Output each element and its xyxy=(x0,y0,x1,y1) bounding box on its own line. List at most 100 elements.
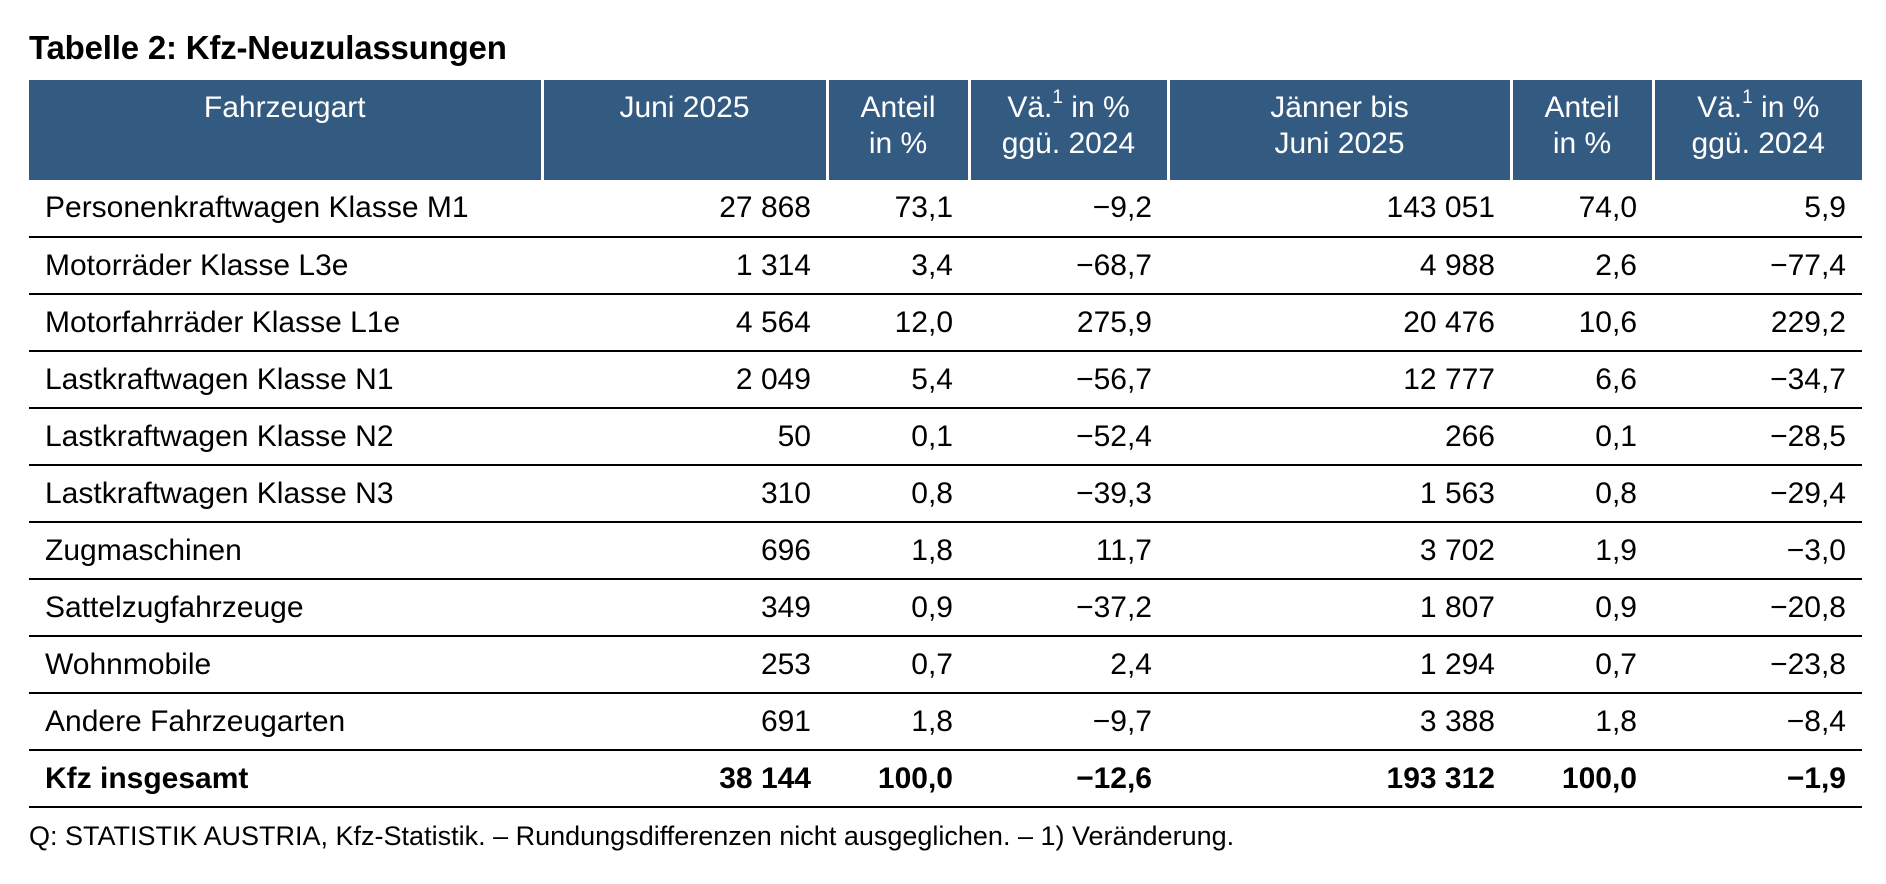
cell-share-ytd: 10,6 xyxy=(1511,294,1653,352)
cell-month: 310 xyxy=(542,465,827,523)
cell-month: 4 564 xyxy=(542,294,827,352)
cell-change: 2,4 xyxy=(969,636,1168,694)
cell-change-ytd: −34,7 xyxy=(1653,351,1862,409)
table-row: Lastkraftwagen Klasse N2 50 0,1 −52,4 26… xyxy=(29,408,1862,466)
header-label: ggü. 2024 xyxy=(1001,127,1136,160)
cell-month: 50 xyxy=(542,408,827,466)
cell-share: 0,7 xyxy=(827,636,969,694)
table-row: Andere Fahrzeugarten 691 1,8 −9,7 3 388 … xyxy=(29,693,1862,751)
cell-change: −9,2 xyxy=(969,180,1168,238)
header-label: in % xyxy=(1752,91,1820,124)
cell-ytd: 3 702 xyxy=(1168,522,1511,580)
table-row: Lastkraftwagen Klasse N3 310 0,8 −39,3 1… xyxy=(29,465,1862,523)
cell-change-ytd: −29,4 xyxy=(1653,465,1862,523)
header-label: Juni 2025 xyxy=(1274,127,1405,160)
cell-share: 73,1 xyxy=(827,180,969,238)
table-row: Motorräder Klasse L3e 1 314 3,4 −68,7 4 … xyxy=(29,237,1862,295)
cell-share-ytd: 6,6 xyxy=(1511,351,1653,409)
header-share: Anteil in % xyxy=(825,80,969,180)
cell-share: 12,0 xyxy=(827,294,969,352)
cell-change-ytd: 5,9 xyxy=(1653,180,1862,238)
header-label: Vä. xyxy=(1007,91,1053,124)
header-change: Vä.1 in % ggü. 2024 xyxy=(967,80,1168,180)
table-row: Wohnmobile 253 0,7 2,4 1 294 0,7 −23,8 xyxy=(29,636,1862,694)
total-change: −12,6 xyxy=(969,750,1168,808)
total-change-ytd: −1,9 xyxy=(1653,750,1862,808)
cell-ytd: 1 807 xyxy=(1168,579,1511,637)
header-row: Fahrzeugart Juni 2025 Anteil in % Vä.1 i… xyxy=(29,80,1862,180)
cell-ytd: 1 563 xyxy=(1168,465,1511,523)
cell-ytd: 20 476 xyxy=(1168,294,1511,352)
footnote-marker: 1 xyxy=(1052,87,1063,108)
cell-month: 691 xyxy=(542,693,827,751)
row-label: Personenkraftwagen Klasse M1 xyxy=(29,180,542,238)
cell-share: 0,1 xyxy=(827,408,969,466)
cell-ytd: 12 777 xyxy=(1168,351,1511,409)
cell-month: 253 xyxy=(542,636,827,694)
header-share-ytd: Anteil in % xyxy=(1509,80,1653,180)
cell-share-ytd: 0,7 xyxy=(1511,636,1653,694)
header-label-line-1: Vä.1 in % xyxy=(979,87,1159,126)
cell-share-ytd: 0,9 xyxy=(1511,579,1653,637)
header-label: Fahrzeugart xyxy=(203,91,366,124)
table-title: Tabelle 2: Kfz-Neuzulassungen xyxy=(29,29,507,66)
table-row: Zugmaschinen 696 1,8 11,7 3 702 1,9 −3,0 xyxy=(29,522,1862,580)
table-row: Motorfahrräder Klasse L1e 4 564 12,0 275… xyxy=(29,294,1862,352)
cell-share-ytd: 74,0 xyxy=(1511,180,1653,238)
cell-ytd: 1 294 xyxy=(1168,636,1511,694)
row-label: Zugmaschinen xyxy=(29,522,542,580)
cell-share: 1,8 xyxy=(827,693,969,751)
cell-share-ytd: 0,8 xyxy=(1511,465,1653,523)
total-row: Kfz insgesamt 38 144 100,0 −12,6 193 312… xyxy=(29,750,1862,808)
header-label: in % xyxy=(1552,127,1612,160)
header-label: Jänner bis xyxy=(1270,91,1409,124)
row-label: Andere Fahrzeugarten xyxy=(29,693,542,751)
cell-change: 275,9 xyxy=(969,294,1168,352)
header-label: Vä. xyxy=(1697,91,1743,124)
header-vehicle-type: Fahrzeugart xyxy=(29,80,542,180)
header-label: ggü. 2024 xyxy=(1691,127,1825,160)
cell-share-ytd: 1,8 xyxy=(1511,693,1653,751)
total-share-ytd: 100,0 xyxy=(1511,750,1653,808)
cell-change-ytd: −28,5 xyxy=(1653,408,1862,466)
row-label: Sattelzugfahrzeuge xyxy=(29,579,542,637)
header-label: Juni 2025 xyxy=(619,91,750,124)
cell-month: 349 xyxy=(542,579,827,637)
header-change-ytd: Vä.1 in % ggü. 2024 xyxy=(1651,80,1862,180)
total-label: Kfz insgesamt xyxy=(29,750,542,808)
header-month: Juni 2025 xyxy=(540,80,827,180)
header-label: Anteil xyxy=(860,91,936,124)
header-ytd: Jänner bis Juni 2025 xyxy=(1166,80,1511,180)
header-label-line-1: Vä.1 in % xyxy=(1663,87,1855,126)
footnote-marker: 1 xyxy=(1742,87,1753,108)
cell-change-ytd: 229,2 xyxy=(1653,294,1862,352)
table-row: Personenkraftwagen Klasse M1 27 868 73,1… xyxy=(29,180,1862,238)
cell-month: 27 868 xyxy=(542,180,827,238)
total-month: 38 144 xyxy=(542,750,827,808)
cell-ytd: 266 xyxy=(1168,408,1511,466)
header-label: in % xyxy=(868,127,928,160)
cell-share-ytd: 0,1 xyxy=(1511,408,1653,466)
cell-ytd: 3 388 xyxy=(1168,693,1511,751)
cell-share-ytd: 2,6 xyxy=(1511,237,1653,295)
source-footnote: Q: STATISTIK AUSTRIA, Kfz-Statistik. – R… xyxy=(29,821,1235,851)
cell-change-ytd: −23,8 xyxy=(1653,636,1862,694)
cell-change: −39,3 xyxy=(969,465,1168,523)
table-row: Sattelzugfahrzeuge 349 0,9 −37,2 1 807 0… xyxy=(29,579,1862,637)
cell-share: 3,4 xyxy=(827,237,969,295)
cell-change: −52,4 xyxy=(969,408,1168,466)
cell-month: 696 xyxy=(542,522,827,580)
row-label: Lastkraftwagen Klasse N1 xyxy=(29,351,542,409)
cell-change: −37,2 xyxy=(969,579,1168,637)
cell-share: 0,9 xyxy=(827,579,969,637)
row-label: Wohnmobile xyxy=(29,636,542,694)
cell-change: −56,7 xyxy=(969,351,1168,409)
cell-share: 5,4 xyxy=(827,351,969,409)
cell-change-ytd: −77,4 xyxy=(1653,237,1862,295)
cell-change-ytd: −8,4 xyxy=(1653,693,1862,751)
registrations-table: Fahrzeugart Juni 2025 Anteil in % Vä.1 i… xyxy=(29,80,1862,808)
total-share: 100,0 xyxy=(827,750,969,808)
cell-change-ytd: −20,8 xyxy=(1653,579,1862,637)
row-label: Motorfahrräder Klasse L1e xyxy=(29,294,542,352)
header-label: Anteil xyxy=(1544,91,1620,124)
